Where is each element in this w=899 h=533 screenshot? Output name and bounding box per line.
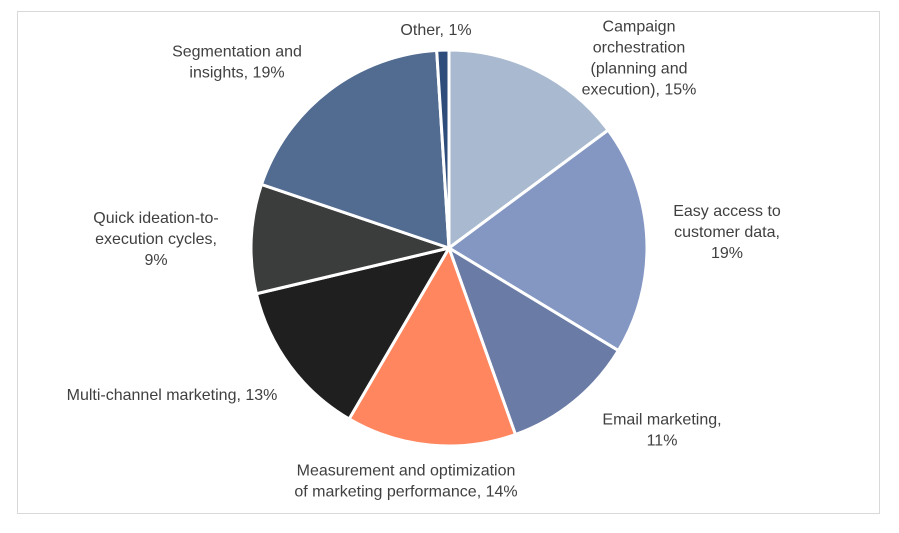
pie-slice-2 bbox=[447, 128, 649, 353]
pie-slice-3 bbox=[447, 246, 620, 437]
slice-label-line: Easy access to bbox=[673, 203, 781, 220]
slice-label-1: Campaign orchestration (planning and execut… bbox=[582, 19, 697, 99]
slice-label-line: 9% bbox=[144, 252, 167, 269]
pie-slice-6 bbox=[249, 182, 451, 296]
slice-label-7: Segmentation and insights, 19% bbox=[172, 44, 302, 82]
labels-layer: Campaign orchestration (planning and execut… bbox=[67, 19, 781, 501]
slice-label-line: Segmentation and bbox=[172, 44, 302, 61]
slice-label-4: Measurement and optimization of marketing… bbox=[294, 463, 517, 501]
pie-slice-7 bbox=[259, 48, 451, 250]
slice-label-line: Multi-channel marketing, 13% bbox=[67, 387, 278, 404]
slice-label-6: Quick ideation-to-execution cycles, 9% bbox=[93, 210, 218, 269]
pie-slice-4 bbox=[347, 246, 517, 448]
slices-layer bbox=[249, 48, 649, 448]
slice-label-line: 19% bbox=[711, 245, 743, 262]
slice-label-line: execution), 15% bbox=[582, 82, 697, 99]
slice-label-line: orchestration bbox=[593, 40, 686, 57]
slice-label-line: 11% bbox=[647, 433, 678, 450]
slice-label-line: of marketing performance, 14% bbox=[294, 484, 517, 501]
slice-label-line: (planning and bbox=[591, 61, 688, 78]
slice-label-3: Email marketing, 11% bbox=[602, 412, 721, 450]
pie-slice-8 bbox=[435, 48, 451, 250]
slice-label-line: Measurement and optimization bbox=[297, 463, 516, 480]
slice-label-line: Quick ideation-to- bbox=[93, 210, 218, 227]
pie-slice-1 bbox=[447, 48, 610, 250]
slice-label-2: Easy access to customer data, 19% bbox=[673, 203, 781, 262]
slice-label-line: execution cycles, bbox=[95, 231, 217, 248]
slice-label-line: insights, 19% bbox=[189, 65, 284, 82]
slice-label-5: Multi-channel marketing, 13% bbox=[67, 387, 278, 404]
slice-label-8: Other, 1% bbox=[400, 22, 471, 39]
pie-slice-5 bbox=[254, 246, 451, 421]
slice-label-line: Other, 1% bbox=[400, 22, 471, 39]
slice-label-line: Campaign bbox=[603, 19, 676, 36]
slice-label-line: customer data, bbox=[674, 224, 780, 241]
slice-label-line: Email marketing, bbox=[602, 412, 721, 429]
